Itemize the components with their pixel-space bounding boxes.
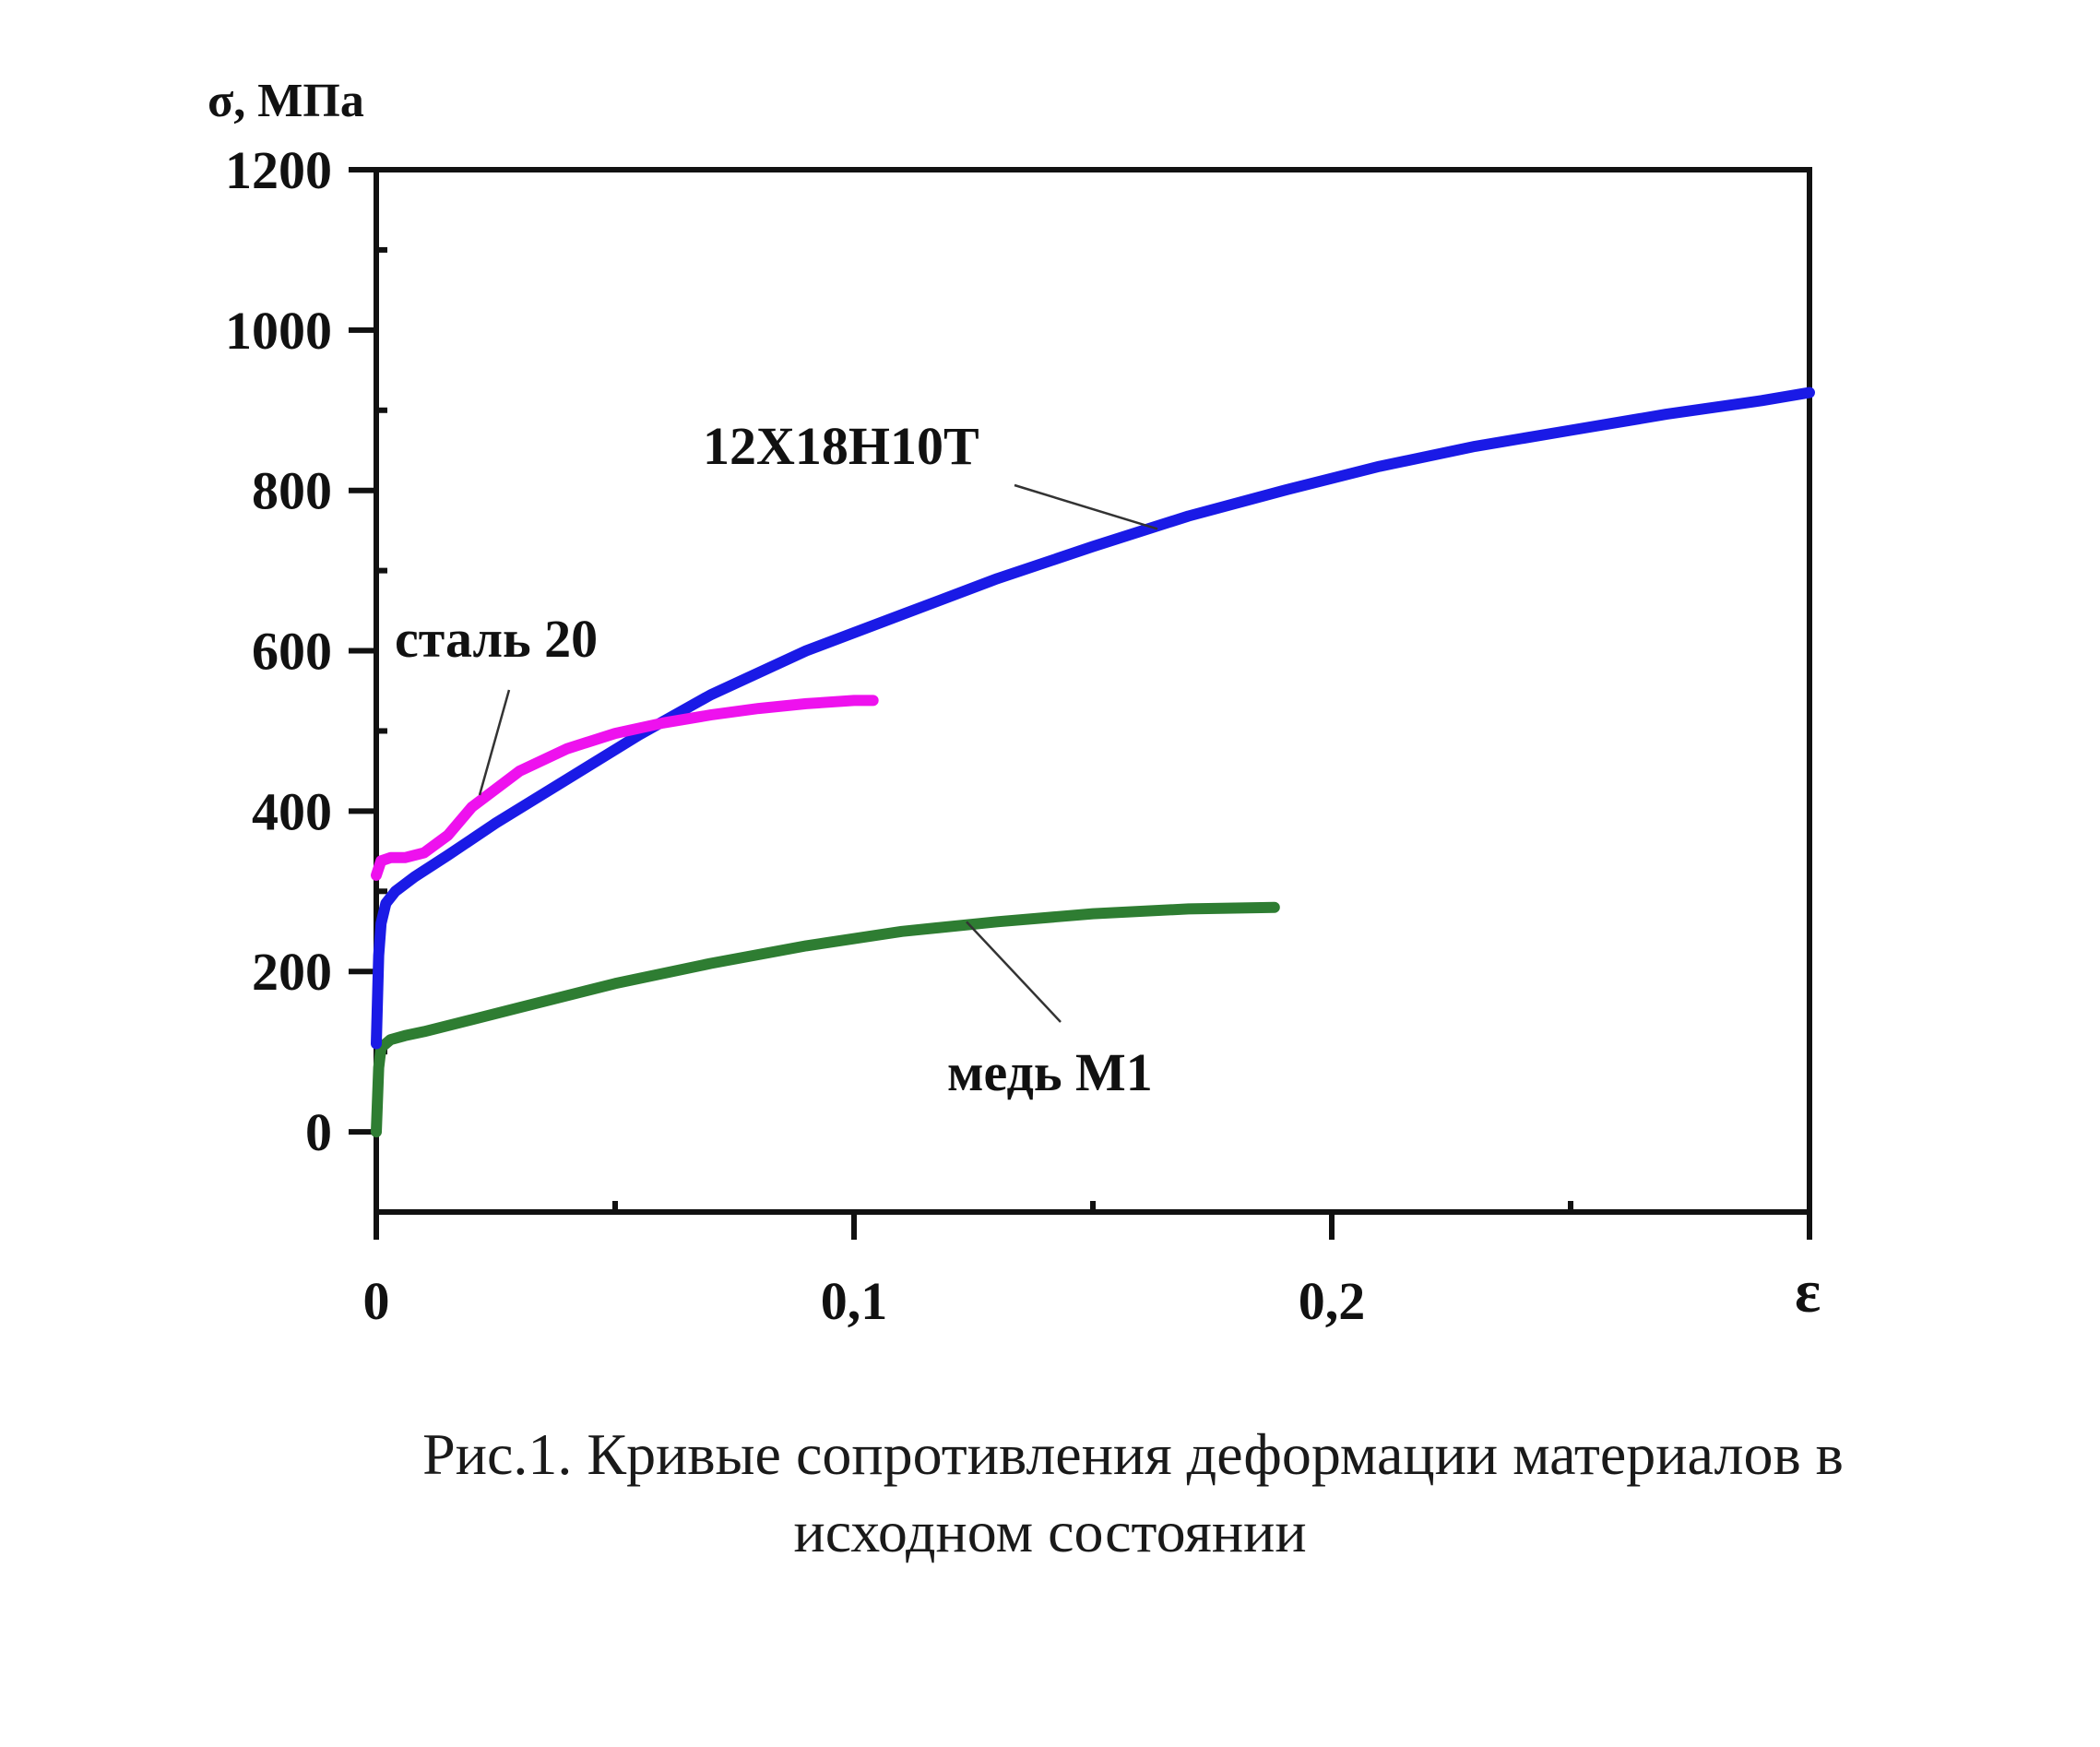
x-tick-label: 0,1 [821,1271,888,1331]
series-line-steel-20 [371,695,879,881]
y-tick-label: 0 [305,1102,332,1162]
figure-caption: Рис.1. Кривые сопротивления деформации м… [0,1416,2100,1571]
chart: 0 200 400 600 800 1000 1200 0 0,1 0,2 σ, МПа ε 1… [208,75,1821,1331]
y-axis-ticks: 0 200 400 600 800 1000 1200 [225,140,387,1215]
y-tick-label: 800 [252,461,332,521]
series-line-12x18n10t [371,386,1815,1050]
y-tick-label: 1200 [225,140,332,200]
leader-steel-20 [478,689,511,796]
series-label-12x18n10t: 12Х18Н10Т [703,416,979,476]
x-axis-title: ε [1795,1258,1821,1325]
series-lines [371,386,1815,1138]
series-label-copper-m1: медь М1 [947,1042,1153,1102]
series-label-steel-20: сталь 20 [395,609,598,669]
label-leader-lines [478,483,1158,1023]
leader-12x18n10t [1014,483,1158,530]
y-tick-label: 400 [252,781,332,841]
caption-line-1: Рис.1. Кривые сопротивления деформации м… [422,1421,1844,1487]
x-tick-label: 0,2 [1299,1271,1366,1331]
y-tick-label: 1000 [225,301,332,361]
series-line-copper-m1 [371,901,1280,1138]
y-tick-label: 600 [252,622,332,682]
x-axis-ticks: 0 0,1 0,2 [363,1201,1812,1331]
y-axis-title: σ, МПа [208,75,364,127]
leader-copper-m1 [966,921,1062,1023]
caption-line-2: исходном состоянии [793,1499,1307,1564]
y-tick-label: 200 [252,942,332,1002]
x-tick-label: 0 [363,1271,390,1331]
